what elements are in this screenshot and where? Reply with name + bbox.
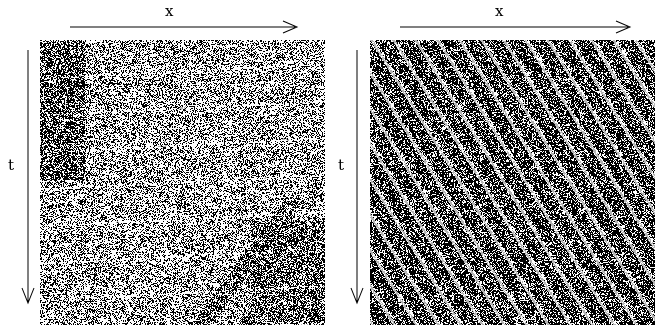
t-axis-label: t	[8, 156, 15, 174]
left-spacetime-panel: x t	[0, 0, 330, 331]
t-axis-arrow	[21, 50, 35, 305]
x-axis-label: x	[495, 2, 504, 20]
x-axis-arrow	[400, 20, 632, 34]
x-axis-label: x	[165, 2, 174, 20]
spacetime-plot-right	[370, 40, 655, 325]
spacetime-plot-left	[40, 40, 325, 325]
right-spacetime-panel: x t	[335, 0, 665, 331]
x-axis-arrow	[70, 20, 299, 34]
t-axis-arrow	[350, 50, 364, 305]
t-axis-label: t	[338, 156, 345, 174]
